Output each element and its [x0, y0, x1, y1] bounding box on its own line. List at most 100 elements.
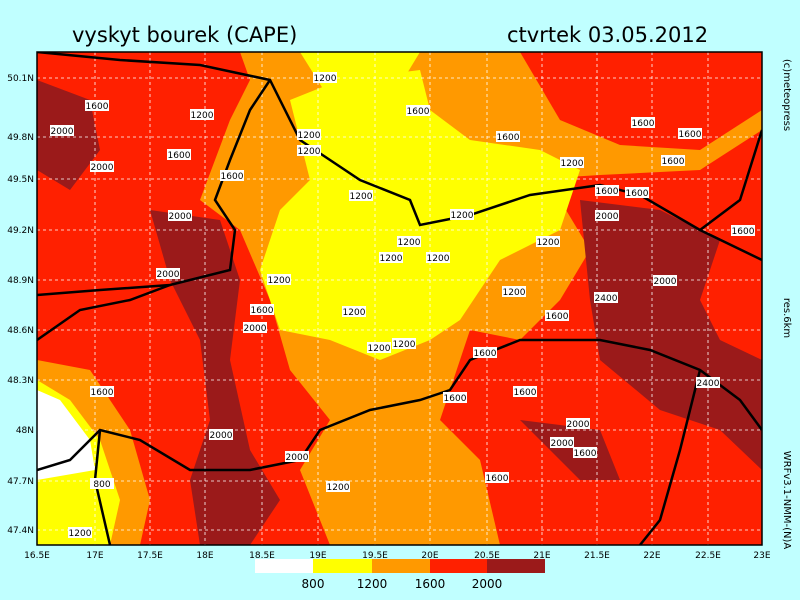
- label-text: 1200: [327, 483, 350, 493]
- contour-label: 1200: [379, 252, 403, 264]
- label-box: [406, 105, 430, 116]
- label-text: 1600: [407, 107, 430, 117]
- contour-label: 2000: [595, 210, 619, 222]
- contour-labels: 1200160012002000160012001200160016001600…: [50, 72, 755, 539]
- label-text: 1200: [314, 74, 337, 84]
- label-box: [267, 274, 291, 285]
- label-text: 1200: [503, 288, 526, 298]
- contour-label: 1200: [502, 286, 526, 298]
- label-box: [397, 236, 421, 247]
- label-box: [731, 225, 755, 236]
- label-box: [379, 252, 403, 263]
- label-text: 2000: [157, 270, 180, 280]
- label-box: [220, 170, 244, 181]
- contour-label: 1600: [496, 131, 520, 143]
- contour-label: 1600: [90, 386, 114, 398]
- label-text: 1600: [221, 172, 244, 182]
- label-box: [90, 386, 114, 397]
- label-text: 1200: [298, 147, 321, 157]
- white-zone: [37, 390, 95, 480]
- label-text: 1600: [679, 130, 702, 140]
- contour-label: 2000: [550, 437, 574, 449]
- label-box: [443, 392, 467, 403]
- label-box: [285, 451, 309, 462]
- yellow-zone: [260, 70, 580, 360]
- label-text: 1600: [86, 102, 109, 112]
- axes: 50.1N 49.8N 49.5N 49.2N 48.9N 48.6N 48.3N 48N 47…: [7, 74, 771, 561]
- label-box: [450, 209, 474, 220]
- label-box: [545, 310, 569, 321]
- contour-label: 1600: [661, 155, 685, 167]
- color-swatch: [372, 559, 430, 573]
- contour-label: 1600: [443, 392, 467, 404]
- contour-label: 1200: [392, 338, 416, 350]
- color-swatch: [313, 559, 372, 573]
- lat-label: 48N: [16, 426, 34, 436]
- label-text: 1600: [444, 394, 467, 404]
- label-box: [168, 210, 192, 221]
- contour-label: 2400: [594, 292, 618, 304]
- label-box: [297, 129, 321, 140]
- label-text: 1600: [596, 187, 619, 197]
- contour-label: 2000: [168, 210, 192, 222]
- contour-label: 1600: [406, 105, 430, 117]
- label-text: 2400: [697, 379, 720, 389]
- label-box: [496, 131, 520, 142]
- label-text: 2000: [567, 420, 590, 430]
- label-box: [625, 187, 649, 198]
- contour-label: 1600: [678, 128, 702, 140]
- contour-label: 1600: [220, 170, 244, 182]
- label-text: 1200: [427, 254, 450, 264]
- lon-label: 18.5E: [249, 551, 275, 561]
- contour-label: 1200: [536, 236, 560, 248]
- label-text: 2000: [91, 163, 114, 173]
- lat-label: 50.1N: [7, 74, 34, 84]
- label-box: [485, 472, 509, 483]
- contour-label: 1600: [250, 304, 274, 316]
- lat-label: 49.8N: [7, 133, 34, 143]
- label-text: 1600: [632, 119, 655, 129]
- label-text: 1600: [168, 151, 191, 161]
- red-zone: [520, 52, 762, 150]
- label-box: [297, 145, 321, 156]
- label-box: [595, 185, 619, 196]
- label-text: 2000: [51, 127, 74, 137]
- label-text: 2000: [286, 453, 309, 463]
- contour-label: 1600: [573, 447, 597, 459]
- label-box: [250, 304, 274, 315]
- label-box: [560, 157, 584, 168]
- label-text: 1200: [393, 340, 416, 350]
- label-text: 2000: [551, 439, 574, 449]
- label-box: [566, 418, 590, 429]
- label-box: [90, 478, 114, 489]
- contour-label: 1600: [595, 185, 619, 197]
- contour-label: 1200: [297, 129, 321, 141]
- lat-label: 48.3N: [7, 376, 34, 386]
- contour-label: 1200: [267, 274, 291, 286]
- label-text: 1600: [662, 157, 685, 167]
- grid: [37, 52, 762, 545]
- contour-label: 2000: [50, 125, 74, 137]
- label-box: [595, 210, 619, 221]
- label-box: [426, 252, 450, 263]
- lon-label: 18E: [196, 551, 213, 561]
- label-text: 1200: [343, 308, 366, 318]
- resolution: res.6km: [781, 298, 792, 338]
- label-text: 1600: [497, 133, 520, 143]
- darkred-zone: [580, 200, 762, 470]
- colorbar: [255, 559, 545, 573]
- label-box: [190, 109, 214, 120]
- legend-label: 2000: [472, 577, 503, 591]
- lon-label: 16.5E: [24, 551, 50, 561]
- color-swatch: [255, 559, 313, 573]
- label-text: 1200: [537, 238, 560, 248]
- label-box: [502, 286, 526, 297]
- contour-label: 1200: [342, 306, 366, 318]
- lat-label: 48.9N: [7, 276, 34, 286]
- lon-label: 22E: [643, 551, 660, 561]
- label-box: [209, 429, 233, 440]
- contour-label: 2000: [90, 161, 114, 173]
- label-text: 1600: [91, 388, 114, 398]
- contour-label: 1200: [297, 145, 321, 157]
